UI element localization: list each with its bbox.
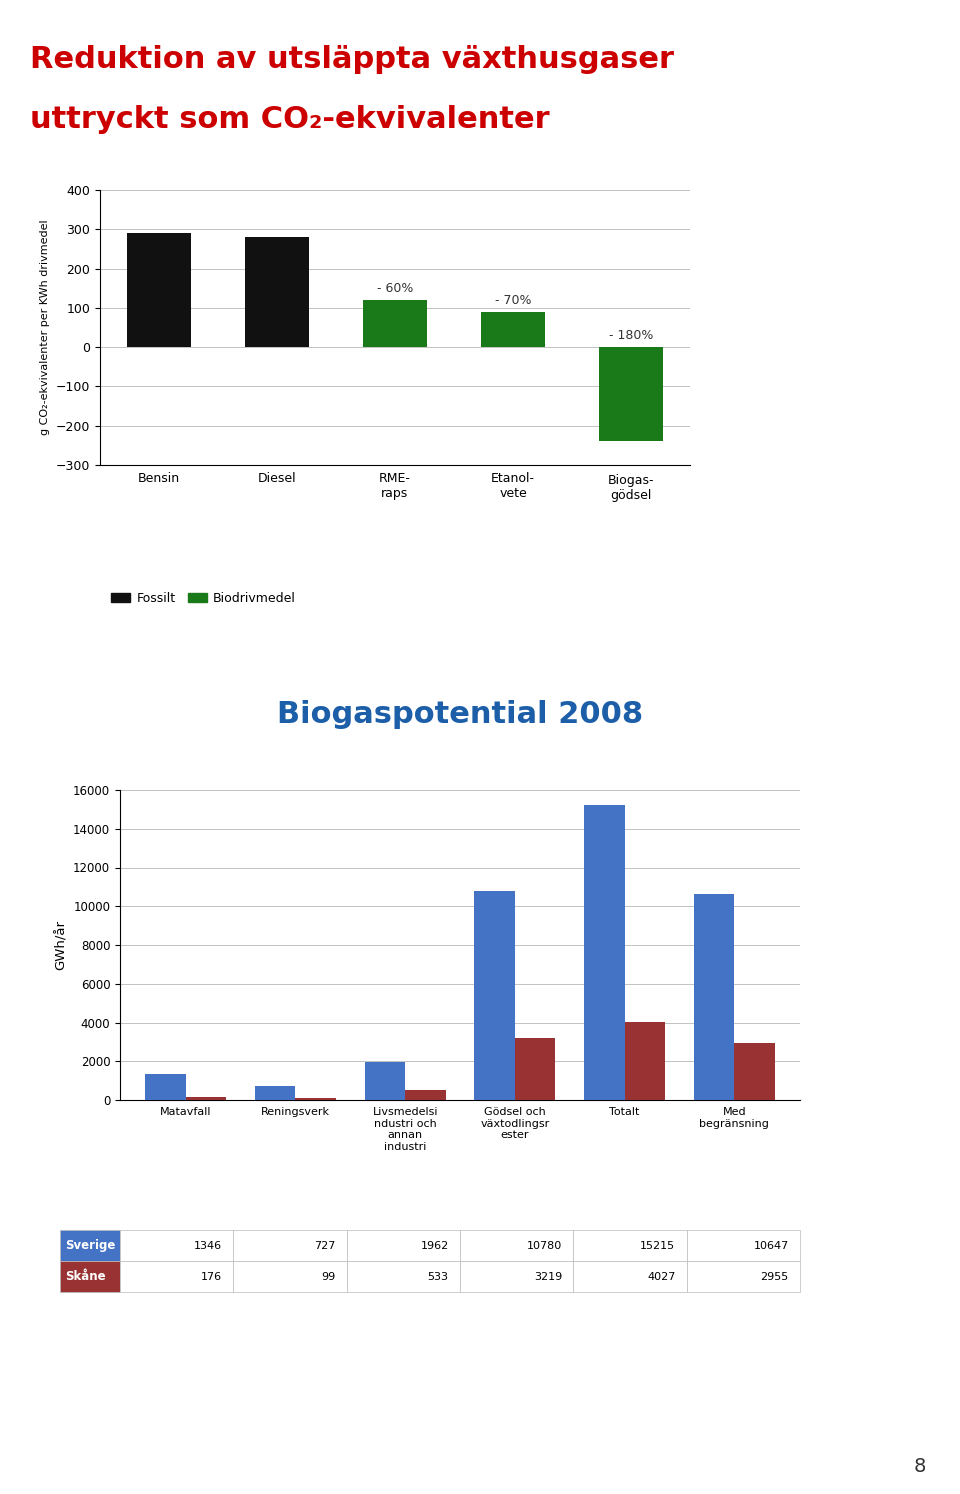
Bar [598, 347, 663, 441]
Y-axis label: g CO₂-ekvivalenter per KWh drivmedel: g CO₂-ekvivalenter per KWh drivmedel [40, 220, 50, 435]
Text: Reduktion av utsläppta växthusgaser: Reduktion av utsläppta växthusgaser [30, 45, 674, 75]
Text: Diagrammet avser livscykelemissioner  och baseras på: Diagrammet avser livscykelemissioner och… [18, 512, 429, 527]
Legend: Fossilt, Biodrivmedel: Fossilt, Biodrivmedel [107, 587, 300, 610]
Bar [515, 1038, 556, 1100]
Text: Biogas-
gödsel: Biogas- gödsel [608, 474, 655, 502]
Y-axis label: GWh/år: GWh/år [55, 920, 67, 970]
Bar [127, 233, 191, 347]
Bar [245, 238, 309, 347]
Bar [734, 1043, 775, 1100]
Bar [255, 1086, 296, 1100]
Text: - 70%: - 70% [494, 294, 531, 306]
Bar [474, 890, 515, 1100]
Bar [186, 1097, 227, 1100]
Text: - 180%: - 180% [609, 329, 653, 342]
Bar [481, 312, 545, 347]
Bar [694, 893, 734, 1100]
Bar [296, 1098, 336, 1100]
Text: 8: 8 [914, 1457, 926, 1476]
Bar [365, 1062, 405, 1100]
Bar [625, 1022, 665, 1100]
Bar [405, 1089, 445, 1100]
Text: Källa: Bioenergi från jordbruket – en växande resurs. SOU 2007:36: Källa: Bioenergi från jordbruket – en vä… [18, 562, 412, 575]
Bar [363, 300, 427, 347]
Bar [584, 805, 625, 1100]
Text: Biogaspotential 2008: Biogaspotential 2008 [276, 701, 643, 729]
Text: - 60%: - 60% [377, 282, 413, 294]
Bar [145, 1074, 186, 1100]
Text: uttryckt som CO₂-ekvivalenter: uttryckt som CO₂-ekvivalenter [30, 105, 550, 134]
Text: dagens odlingsförhållanden i mellersta  Sverige.: dagens odlingsförhållanden i mellersta S… [18, 535, 383, 550]
